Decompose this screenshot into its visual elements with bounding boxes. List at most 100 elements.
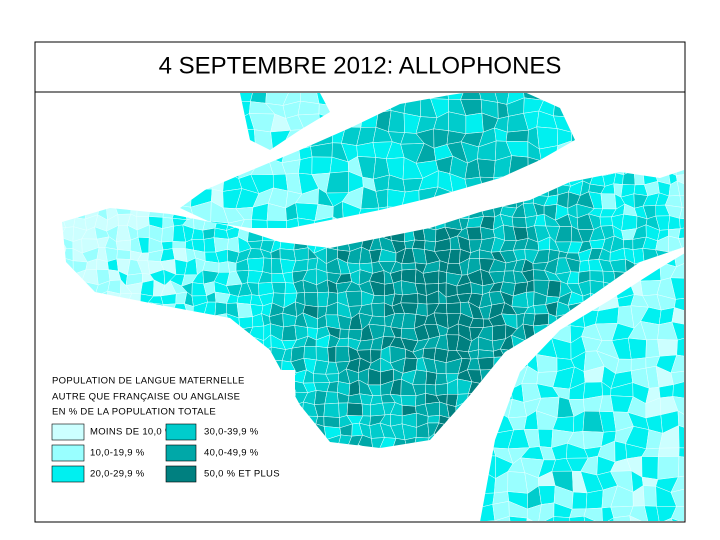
map-district bbox=[361, 403, 371, 417]
map-district bbox=[206, 114, 225, 129]
map-district bbox=[395, 212, 417, 233]
map-district bbox=[372, 504, 391, 522]
map-district bbox=[646, 127, 660, 143]
map-district bbox=[682, 402, 706, 424]
map-district bbox=[401, 503, 418, 524]
map-district bbox=[356, 508, 379, 523]
map-district bbox=[107, 85, 117, 98]
map-district bbox=[294, 489, 305, 502]
map-district bbox=[62, 192, 64, 206]
map-district bbox=[116, 249, 131, 260]
map-district bbox=[126, 313, 140, 329]
map-district bbox=[685, 117, 702, 131]
map-district bbox=[389, 504, 408, 524]
map-district bbox=[477, 357, 495, 371]
map-district bbox=[107, 119, 121, 128]
map-district bbox=[108, 323, 128, 345]
map-district bbox=[146, 181, 156, 199]
map-district bbox=[72, 169, 89, 185]
map-district bbox=[229, 168, 241, 173]
map-district bbox=[41, 336, 64, 357]
map-district bbox=[64, 323, 81, 345]
map-district bbox=[613, 141, 633, 161]
map-district bbox=[600, 116, 614, 131]
map-district bbox=[127, 181, 141, 195]
map-district bbox=[430, 201, 455, 225]
map-district bbox=[39, 182, 53, 197]
map-district bbox=[302, 445, 316, 448]
map-district bbox=[315, 524, 328, 539]
map-district bbox=[466, 439, 482, 448]
map-district bbox=[459, 471, 470, 479]
map-district bbox=[52, 126, 65, 140]
map-district bbox=[470, 411, 485, 426]
map-district bbox=[687, 353, 701, 376]
map-district bbox=[184, 335, 197, 353]
map-district bbox=[349, 96, 363, 106]
map-district bbox=[30, 104, 41, 118]
map-district bbox=[459, 524, 472, 537]
map-district bbox=[176, 83, 182, 98]
map-district bbox=[203, 113, 224, 134]
map-district bbox=[116, 127, 132, 137]
map-district bbox=[654, 168, 671, 173]
map-district bbox=[437, 479, 449, 494]
map-district bbox=[286, 532, 305, 540]
map-district bbox=[171, 529, 194, 540]
map-district bbox=[380, 453, 401, 469]
map-district bbox=[506, 529, 531, 540]
map-district bbox=[600, 129, 614, 141]
map-district bbox=[30, 272, 41, 282]
map-district bbox=[654, 115, 675, 134]
map-district bbox=[150, 118, 163, 130]
map-district bbox=[60, 81, 79, 105]
map-district bbox=[386, 458, 406, 480]
map-district bbox=[337, 472, 353, 488]
map-district bbox=[620, 104, 639, 121]
map-district bbox=[220, 219, 245, 228]
map-district bbox=[331, 484, 354, 504]
map-district bbox=[265, 505, 290, 521]
map-district bbox=[451, 432, 464, 449]
map-district bbox=[359, 501, 373, 517]
map-district bbox=[691, 352, 709, 370]
map-district bbox=[109, 359, 120, 369]
map-district bbox=[114, 180, 129, 195]
map-district bbox=[257, 358, 272, 371]
map-district bbox=[77, 293, 96, 313]
map-district bbox=[163, 115, 179, 131]
map-district bbox=[181, 116, 196, 130]
map-district bbox=[599, 216, 613, 227]
map-district bbox=[491, 523, 505, 538]
map-district bbox=[240, 144, 256, 150]
map-district bbox=[630, 98, 648, 115]
map-district bbox=[457, 435, 470, 448]
map-district bbox=[527, 156, 542, 178]
map-district bbox=[62, 274, 74, 286]
map-district bbox=[345, 111, 364, 128]
map-district bbox=[414, 468, 427, 483]
map-district bbox=[171, 312, 188, 331]
map-district bbox=[48, 513, 65, 538]
map-district bbox=[118, 170, 128, 186]
map-district bbox=[27, 292, 39, 307]
map-district bbox=[83, 502, 99, 515]
map-district bbox=[483, 523, 494, 534]
map-district bbox=[673, 98, 691, 116]
map-district bbox=[458, 457, 472, 472]
map-district bbox=[367, 225, 386, 239]
map-district bbox=[479, 369, 494, 385]
map-district bbox=[600, 193, 617, 210]
map-district bbox=[401, 486, 418, 504]
map-district bbox=[463, 502, 483, 518]
map-district bbox=[673, 126, 693, 147]
map-district bbox=[62, 336, 64, 351]
map-district bbox=[567, 85, 581, 97]
map-district bbox=[400, 203, 418, 220]
map-district bbox=[416, 457, 434, 479]
map-district bbox=[391, 479, 402, 493]
map-district bbox=[66, 184, 82, 201]
map-district bbox=[348, 468, 363, 489]
map-district bbox=[286, 502, 303, 522]
map-district bbox=[341, 492, 359, 509]
